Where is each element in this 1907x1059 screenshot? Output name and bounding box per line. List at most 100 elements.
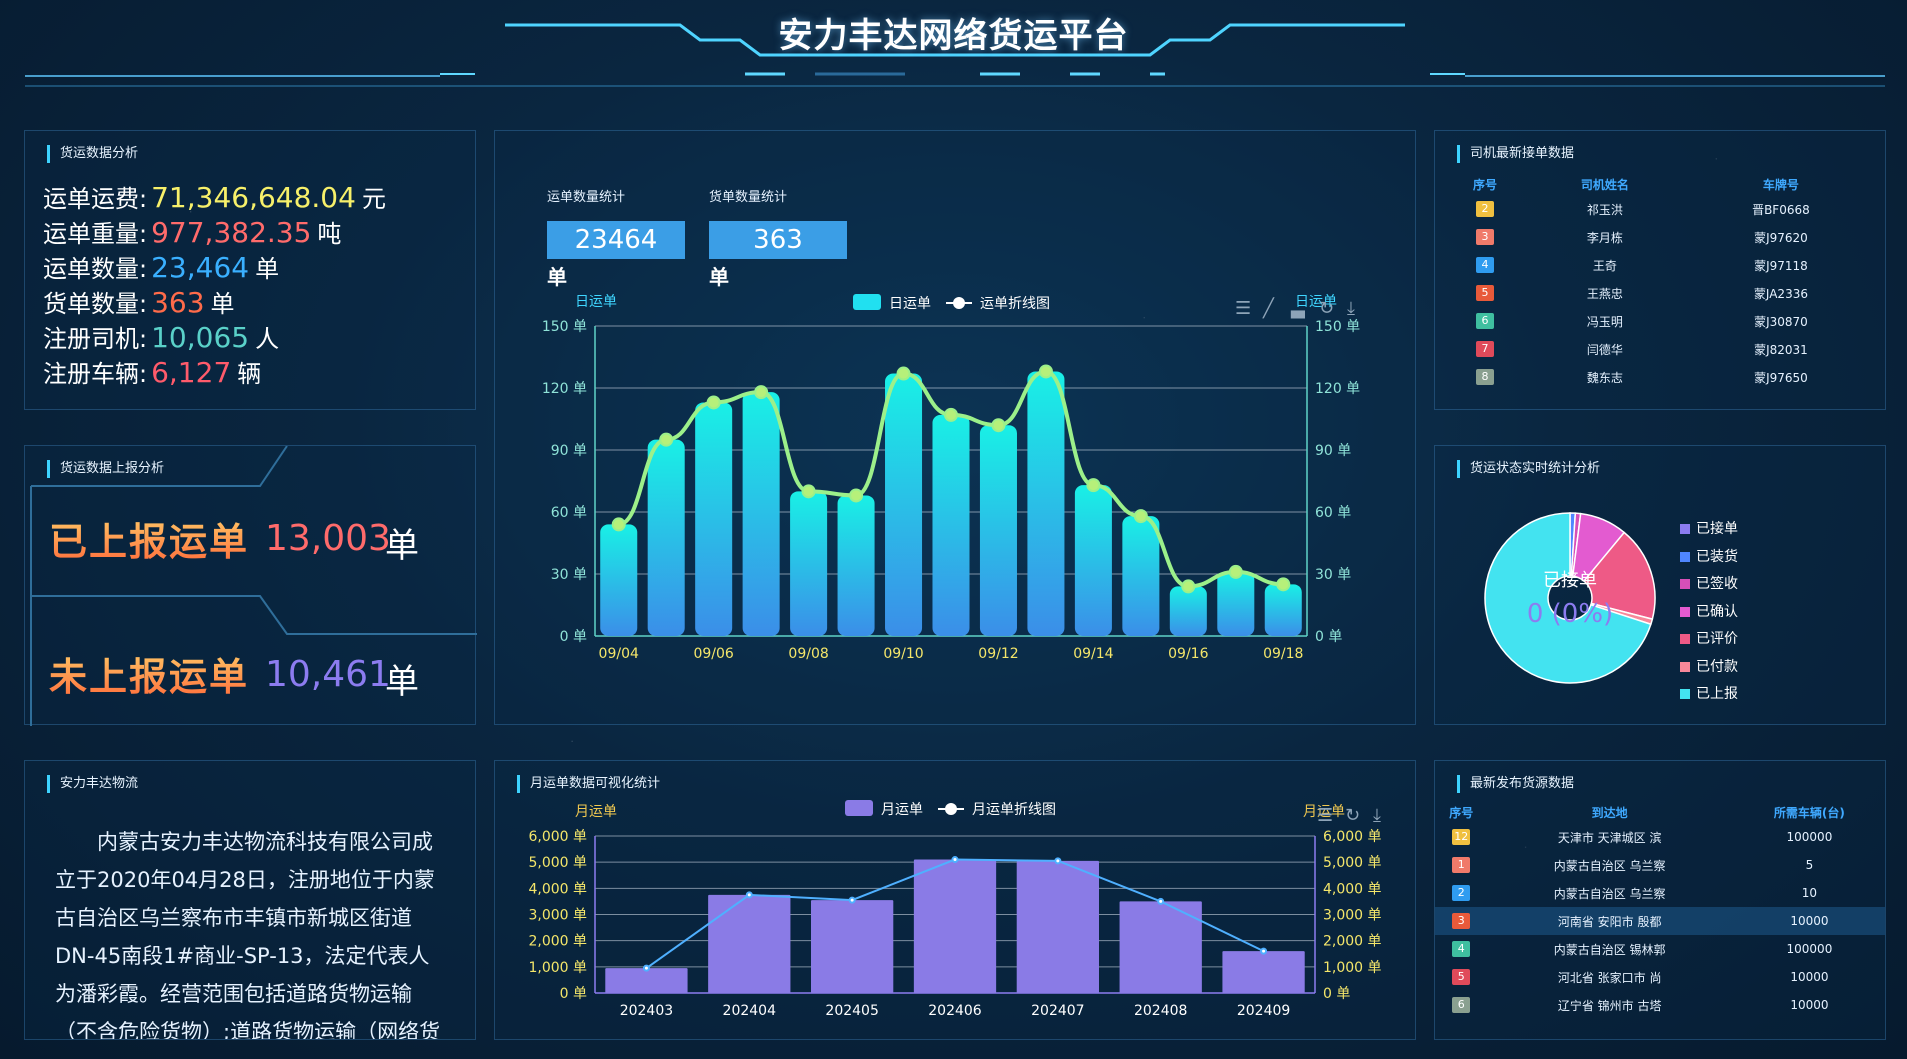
cell-plate: 蒙J97620 <box>1754 230 1808 245</box>
table-row[interactable]: 4 王奇 蒙J97118 <box>1445 251 1877 279</box>
line-point[interactable] <box>896 366 911 381</box>
line-point[interactable] <box>1086 478 1101 493</box>
legend-bar-swatch[interactable] <box>853 294 881 310</box>
daily-chart: 0 单 0 单 30 单 30 单 60 单 60 单 90 单 90 单 120 单 120 单… <box>542 294 1360 662</box>
bar[interactable] <box>913 859 997 993</box>
line-point[interactable] <box>1260 947 1268 955</box>
line-point[interactable] <box>848 896 856 904</box>
download-icon[interactable]: ⤓ <box>1347 298 1355 319</box>
line-point[interactable] <box>745 891 753 899</box>
table-row[interactable]: 4 内蒙古自治区 锡林郭 100000 <box>1435 935 1885 963</box>
y-tick-left: 2,000 单 <box>528 934 587 950</box>
table-row[interactable]: 3 河南省 安阳市 殷都 10000 <box>1435 907 1885 935</box>
bar[interactable] <box>1119 901 1202 993</box>
cell-plate: 蒙J30870 <box>1754 314 1808 329</box>
line-point[interactable] <box>991 418 1006 433</box>
line-point[interactable] <box>659 432 674 447</box>
table-row[interactable]: 6 冯玉明 蒙J30870 <box>1445 307 1877 335</box>
bar[interactable] <box>695 402 733 636</box>
bar[interactable] <box>790 491 828 636</box>
table-row[interactable]: 6 辽宁省 锦州市 古塔 10000 <box>1435 991 1885 1019</box>
x-tick-label: 202407 <box>1031 1003 1084 1019</box>
bar[interactable] <box>811 900 894 993</box>
pie-slice[interactable] <box>1582 531 1656 621</box>
table-row[interactable]: 2 祁玉洪 晋BF0668 <box>1445 195 1877 223</box>
line-point[interactable] <box>706 395 721 410</box>
col-plate: 车牌号 <box>1762 177 1799 192</box>
line-point[interactable] <box>1054 857 1062 865</box>
legend-line-label[interactable]: 月运单折线图 <box>972 802 1056 818</box>
line-point[interactable] <box>1157 897 1165 905</box>
bar[interactable] <box>1217 571 1255 636</box>
bar[interactable] <box>1074 485 1112 636</box>
table-row[interactable]: 2 内蒙古自治区 乌兰察 10 <box>1435 879 1885 907</box>
bar[interactable] <box>885 373 923 636</box>
bar[interactable] <box>1122 516 1160 636</box>
bar[interactable] <box>708 894 791 993</box>
pie-legend-item[interactable]: 已上报 <box>1680 683 1738 703</box>
table-row[interactable]: 12 天津市 天津城区 滨 100000 <box>1435 823 1885 851</box>
line-point[interactable] <box>1038 364 1053 379</box>
bar[interactable] <box>1016 860 1099 993</box>
line-point[interactable] <box>611 517 626 532</box>
x-tick-label: 09/10 <box>883 646 923 662</box>
data-view-icon[interactable]: ☰ <box>1317 805 1333 826</box>
legend-line-dot <box>945 803 957 815</box>
legend-label: 已上报 <box>1696 686 1738 702</box>
refresh-icon[interactable]: ↻ <box>1319 298 1334 319</box>
line-point[interactable] <box>1276 577 1291 592</box>
pie-slice[interactable] <box>1484 512 1652 684</box>
table-row[interactable]: 5 河北省 张家口市 尚 10000 <box>1435 963 1885 991</box>
x-tick-label: 09/16 <box>1168 646 1208 662</box>
bar[interactable] <box>605 968 688 993</box>
line-point[interactable] <box>801 484 816 499</box>
table-row[interactable]: 7 闫德华 蒙J82031 <box>1445 335 1877 363</box>
line-point[interactable] <box>1181 579 1196 594</box>
bar[interactable] <box>742 392 780 636</box>
line-chart-icon[interactable]: ↻ <box>1345 805 1360 826</box>
table-row[interactable]: 1 内蒙古自治区 乌兰察 5 <box>1435 851 1885 879</box>
stat-label: 注册车辆: <box>43 360 148 388</box>
pie-legend-item[interactable]: 已装货 <box>1680 546 1738 566</box>
data-view-icon[interactable]: ☰ <box>1235 298 1251 319</box>
legend-bar-label[interactable]: 月运单 <box>881 802 923 818</box>
line-point[interactable] <box>951 856 959 864</box>
line-point[interactable] <box>754 385 769 400</box>
row-index-badge: 6 <box>1452 997 1471 1013</box>
bar[interactable] <box>1027 371 1065 636</box>
table-row[interactable]: 8 魏东志 蒙J97650 <box>1445 363 1877 391</box>
x-tick-label: 09/06 <box>693 646 733 662</box>
pie-legend-item[interactable]: 已签收 <box>1680 573 1738 593</box>
line-point[interactable] <box>849 488 864 503</box>
stat-label: 注册司机: <box>43 325 148 353</box>
line-point[interactable] <box>1228 564 1243 579</box>
bar[interactable] <box>1169 586 1207 636</box>
cargo-unit: 单 <box>709 265 729 289</box>
bar[interactable] <box>979 425 1017 636</box>
pie-legend-item[interactable]: 已付款 <box>1680 656 1738 676</box>
bar[interactable] <box>600 524 638 636</box>
line-point[interactable] <box>944 407 958 422</box>
pie-legend-item[interactable]: 已评价 <box>1680 628 1738 648</box>
pie-center-label: 已接单 <box>1543 570 1597 591</box>
bar[interactable] <box>647 439 685 636</box>
bar[interactable] <box>837 495 875 636</box>
table-row[interactable]: 3 李月栋 蒙J97620 <box>1445 223 1877 251</box>
col-index: 序号 <box>1472 177 1497 192</box>
line-point[interactable] <box>642 964 650 972</box>
legend-line-label[interactable]: 运单折线图 <box>980 296 1050 312</box>
bar-chart-icon[interactable]: ▃ <box>1290 298 1306 319</box>
bar-chart-icon[interactable]: ⤓ <box>1373 805 1381 826</box>
pie-legend-item[interactable]: 已接单 <box>1680 518 1738 538</box>
line-chart-icon[interactable]: ╱ <box>1262 297 1275 319</box>
table-row[interactable]: 5 王燕忠 蒙JA2336 <box>1445 279 1877 307</box>
stat-value: 6,127 <box>151 356 232 389</box>
y-tick-right: 3,000 单 <box>1323 908 1382 924</box>
legend-bar-label[interactable]: 日运单 <box>889 296 931 312</box>
bar[interactable] <box>932 414 970 636</box>
line-point[interactable] <box>1133 509 1148 524</box>
bar[interactable] <box>1264 584 1302 636</box>
bar[interactable] <box>1222 951 1305 993</box>
legend-bar-swatch[interactable] <box>845 800 873 816</box>
pie-legend-item[interactable]: 已确认 <box>1680 601 1738 621</box>
